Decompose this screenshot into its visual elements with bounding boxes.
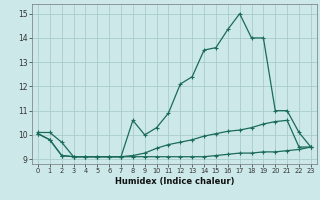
X-axis label: Humidex (Indice chaleur): Humidex (Indice chaleur) bbox=[115, 177, 234, 186]
